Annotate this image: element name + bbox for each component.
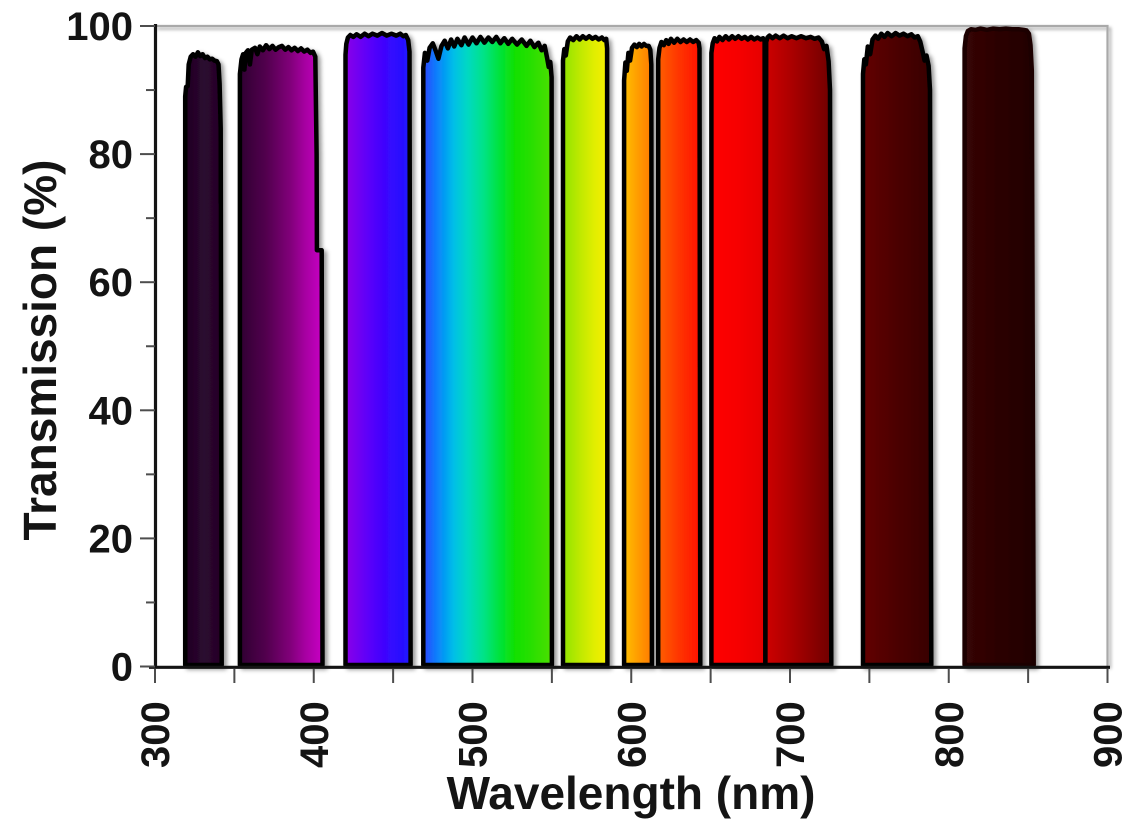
x-tick-label-400: 400 [293,701,337,768]
band-746-789 [860,30,934,668]
y-tick-label-80: 80 [89,133,134,177]
band-650-685 [709,33,768,668]
y-tick-label-40: 40 [89,389,134,433]
y-axis-title: Transmission (%) [14,159,66,541]
x-tick-label-900: 900 [1087,701,1131,768]
plot-border [155,24,1109,667]
filter-bands [182,26,1036,668]
x-tick-label-800: 800 [928,701,972,768]
band-557-585 [560,33,610,668]
band-810-852 [962,26,1036,668]
x-tick-label-600: 600 [610,701,654,768]
x-tick-label-700: 700 [769,701,813,768]
band-320-340 [182,50,224,668]
y-tick-label-100: 100 [66,5,133,49]
x-axis-title: Wavelength (nm) [446,767,816,819]
band-617-644 [655,36,703,668]
band-420-460 [343,30,413,668]
band-355-405 [237,42,325,668]
y-tick-label-0: 0 [111,646,133,690]
x-tick-label-500: 500 [452,701,496,768]
y-tick-label-20: 20 [89,517,134,561]
x-tick-label-300: 300 [134,701,178,768]
band-685-726 [763,33,834,668]
y-tick-label-60: 60 [89,261,134,305]
band-470-550 [421,34,555,668]
band-596-613 [621,41,655,668]
